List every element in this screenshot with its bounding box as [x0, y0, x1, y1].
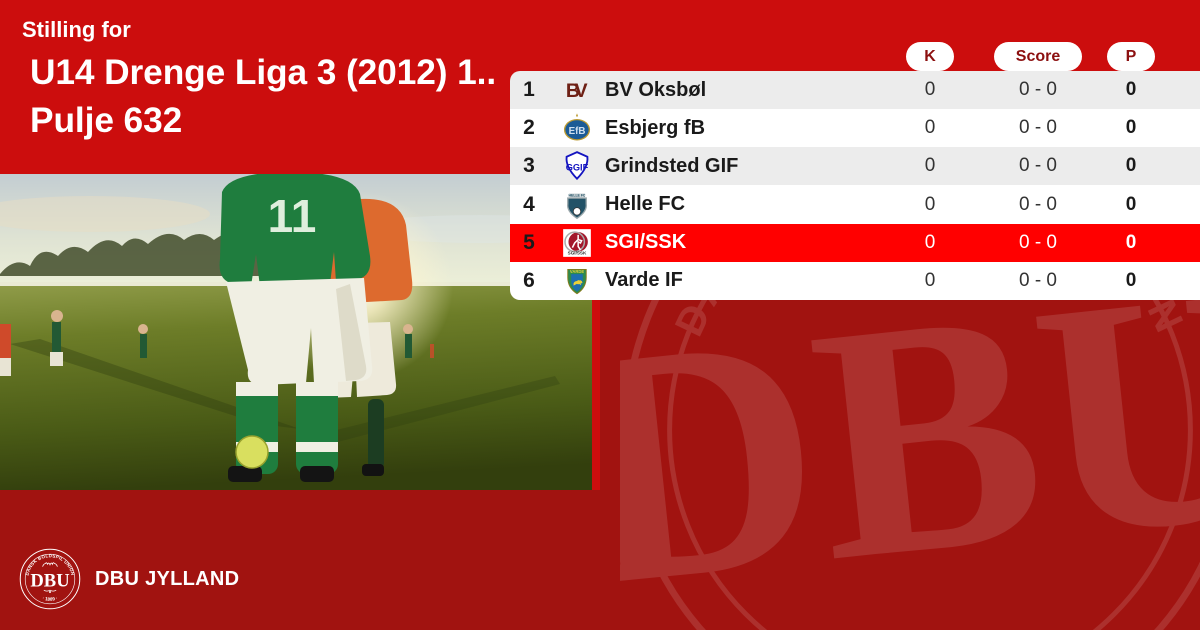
svg-text:· 1889 ·: · 1889 · [42, 595, 58, 601]
svg-text:EfB: EfB [569, 126, 586, 137]
svg-text:11: 11 [268, 190, 317, 242]
svg-text:V: V [574, 80, 587, 102]
svg-text:GGIF: GGIF [566, 163, 589, 173]
svg-text:DBU: DBU [30, 570, 69, 591]
svg-text:SGI/SSK: SGI/SSK [568, 250, 587, 255]
svg-text:VARDE: VARDE [570, 269, 584, 274]
svg-text:HELLE FC: HELLE FC [569, 193, 586, 197]
